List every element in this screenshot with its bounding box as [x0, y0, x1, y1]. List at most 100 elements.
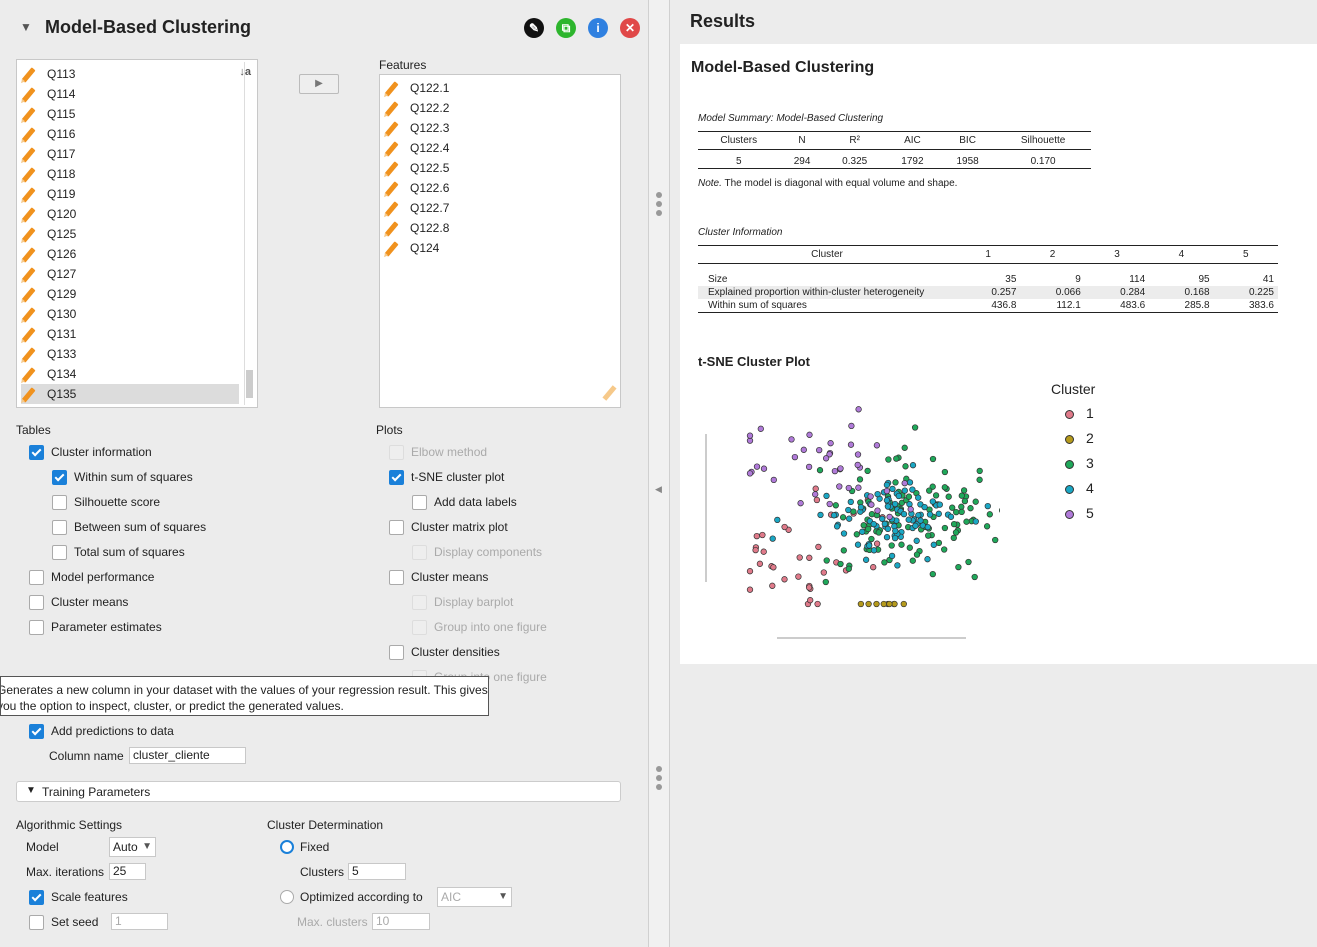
legend-label: 4 [1086, 480, 1094, 496]
collapse-left-icon[interactable]: ◀ [655, 484, 662, 494]
variable-item[interactable]: Q118 [21, 164, 239, 184]
plot-point [907, 506, 914, 513]
cluster-means-table-checkbox[interactable]: Cluster means [29, 593, 128, 611]
info-cell: Within sum of squares [708, 300, 807, 311]
plot-point [930, 541, 937, 548]
model-select[interactable]: Auto ▼ [109, 837, 156, 857]
group-one-figure-checkbox[interactable]: Group into one figure [412, 618, 547, 636]
cluster-means-plot-checkbox[interactable]: Cluster means [389, 568, 488, 586]
set-seed-checkbox[interactable]: Set seed [29, 913, 98, 931]
feature-item[interactable]: Q122.8 [384, 218, 449, 238]
feature-item[interactable]: Q122.1 [384, 78, 449, 98]
variable-item[interactable]: Q133 [21, 344, 239, 364]
variable-item[interactable]: Q134 [21, 364, 239, 384]
panel-divider[interactable] [648, 0, 670, 947]
clusters-input[interactable]: 5 [348, 863, 406, 880]
plot-point [769, 582, 776, 589]
between-ss-checkbox[interactable]: Between sum of squares [52, 518, 206, 536]
list-scrollbar[interactable] [244, 62, 254, 405]
feature-item[interactable]: Q122.7 [384, 198, 449, 218]
features-list[interactable]: Q122.1 Q122.2 Q122.3 Q122.4 Q122.5 Q122.6 Q122… [379, 74, 621, 408]
plot-point [753, 532, 760, 540]
variable-item[interactable]: Q126 [21, 244, 239, 264]
variable-item[interactable]: Q120 [21, 204, 239, 224]
display-barplot-checkbox[interactable]: Display barplot [412, 593, 513, 611]
feature-item[interactable]: Q122.2 [384, 98, 449, 118]
data-labels-checkbox[interactable]: Add data labels [412, 493, 517, 511]
fixed-radio[interactable] [280, 840, 294, 854]
plot-point [886, 600, 893, 608]
plot-point [900, 510, 908, 518]
scale-variable-icon [384, 101, 399, 117]
move-to-features-button[interactable]: ▶ [299, 74, 339, 94]
plot-point [963, 518, 970, 525]
duplicate-button[interactable]: ⧉ [556, 18, 576, 38]
add-predictions-checkbox[interactable]: Add predictions to data [29, 722, 174, 740]
info-button[interactable]: i [588, 18, 608, 38]
drag-handle-icon[interactable] [656, 192, 662, 219]
close-button[interactable]: ✕ [620, 18, 640, 38]
plot-point [915, 494, 922, 501]
cluster-information-checkbox[interactable]: Cluster information [29, 443, 152, 461]
optimized-radio[interactable] [280, 890, 294, 904]
edit-title-button[interactable]: ✎ [524, 18, 544, 38]
parameter-estimates-checkbox[interactable]: Parameter estimates [29, 618, 162, 636]
plot-point [805, 584, 813, 591]
seed-input[interactable]: 1 [111, 913, 168, 930]
cluster-densities-checkbox[interactable]: Cluster densities [389, 643, 500, 661]
plot-point [822, 455, 830, 462]
silhouette-checkbox[interactable]: Silhouette score [52, 493, 160, 511]
variable-item[interactable]: Q131 [21, 324, 239, 344]
within-ss-checkbox[interactable]: Within sum of squares [52, 468, 193, 486]
display-components-checkbox[interactable]: Display components [412, 543, 542, 561]
variable-item[interactable]: Q119 [21, 184, 239, 204]
elbow-method-checkbox[interactable]: Elbow method [389, 443, 487, 461]
plot-point [807, 597, 814, 604]
criterion-select[interactable]: AIC ▼ [437, 887, 512, 907]
variable-item[interactable]: Q135 [21, 384, 239, 404]
variable-item[interactable]: Q127 [21, 264, 239, 284]
plot-point [889, 485, 896, 493]
collapse-arrow-icon[interactable]: ▼ [20, 20, 32, 34]
variable-item[interactable]: Q130 [21, 304, 239, 324]
plot-point [826, 451, 833, 458]
plot-point [926, 487, 933, 494]
variable-item[interactable]: Q129 [21, 284, 239, 304]
tsne-plot-checkbox[interactable]: t-SNE cluster plot [389, 468, 504, 486]
info-header-cell: 1 [985, 249, 991, 260]
plot-point [900, 600, 907, 608]
plot-point [746, 586, 754, 593]
variable-item[interactable]: Q115 [21, 104, 239, 124]
scale-features-checkbox[interactable]: Scale features [29, 888, 128, 906]
feature-item[interactable]: Q122.3 [384, 118, 449, 138]
max-iterations-input[interactable]: 25 [109, 863, 146, 880]
feature-item[interactable]: Q122.6 [384, 178, 449, 198]
info-cell: 41 [1262, 274, 1274, 285]
feature-item[interactable]: Q124 [384, 238, 439, 258]
sort-icon[interactable]: ↓a [239, 66, 251, 78]
algorithmic-settings-label: Algorithmic Settings [16, 818, 123, 832]
variable-item[interactable]: Q117 [21, 144, 239, 164]
feature-item[interactable]: Q122.5 [384, 158, 449, 178]
cluster-matrix-checkbox[interactable]: Cluster matrix plot [389, 518, 508, 536]
plot-point [797, 500, 804, 507]
column-name-input[interactable]: cluster_cliente [129, 747, 246, 764]
total-ss-checkbox[interactable]: Total sum of squares [52, 543, 185, 561]
training-parameters-section[interactable]: ▼ Training Parameters [16, 781, 621, 802]
plot-point [856, 476, 864, 483]
available-variables-list[interactable]: ↓a Q113 Q114 Q115 Q116 Q117 Q118 Q119 Q120 Q125 Q… [16, 59, 258, 408]
variable-item[interactable]: Q113 [21, 64, 239, 84]
plot-point [873, 442, 881, 449]
drag-handle-icon-2[interactable] [656, 766, 662, 793]
plot-point [840, 547, 847, 554]
variable-item[interactable]: Q125 [21, 224, 239, 244]
plot-point [781, 523, 788, 531]
model-performance-checkbox[interactable]: Model performance [29, 568, 154, 586]
variable-item[interactable]: Q116 [21, 124, 239, 144]
plot-point [905, 516, 912, 523]
max-clusters-input[interactable]: 10 [372, 913, 430, 930]
feature-item[interactable]: Q122.4 [384, 138, 449, 158]
plot-point [870, 520, 877, 528]
plot-point [867, 493, 874, 500]
variable-item[interactable]: Q114 [21, 84, 239, 104]
